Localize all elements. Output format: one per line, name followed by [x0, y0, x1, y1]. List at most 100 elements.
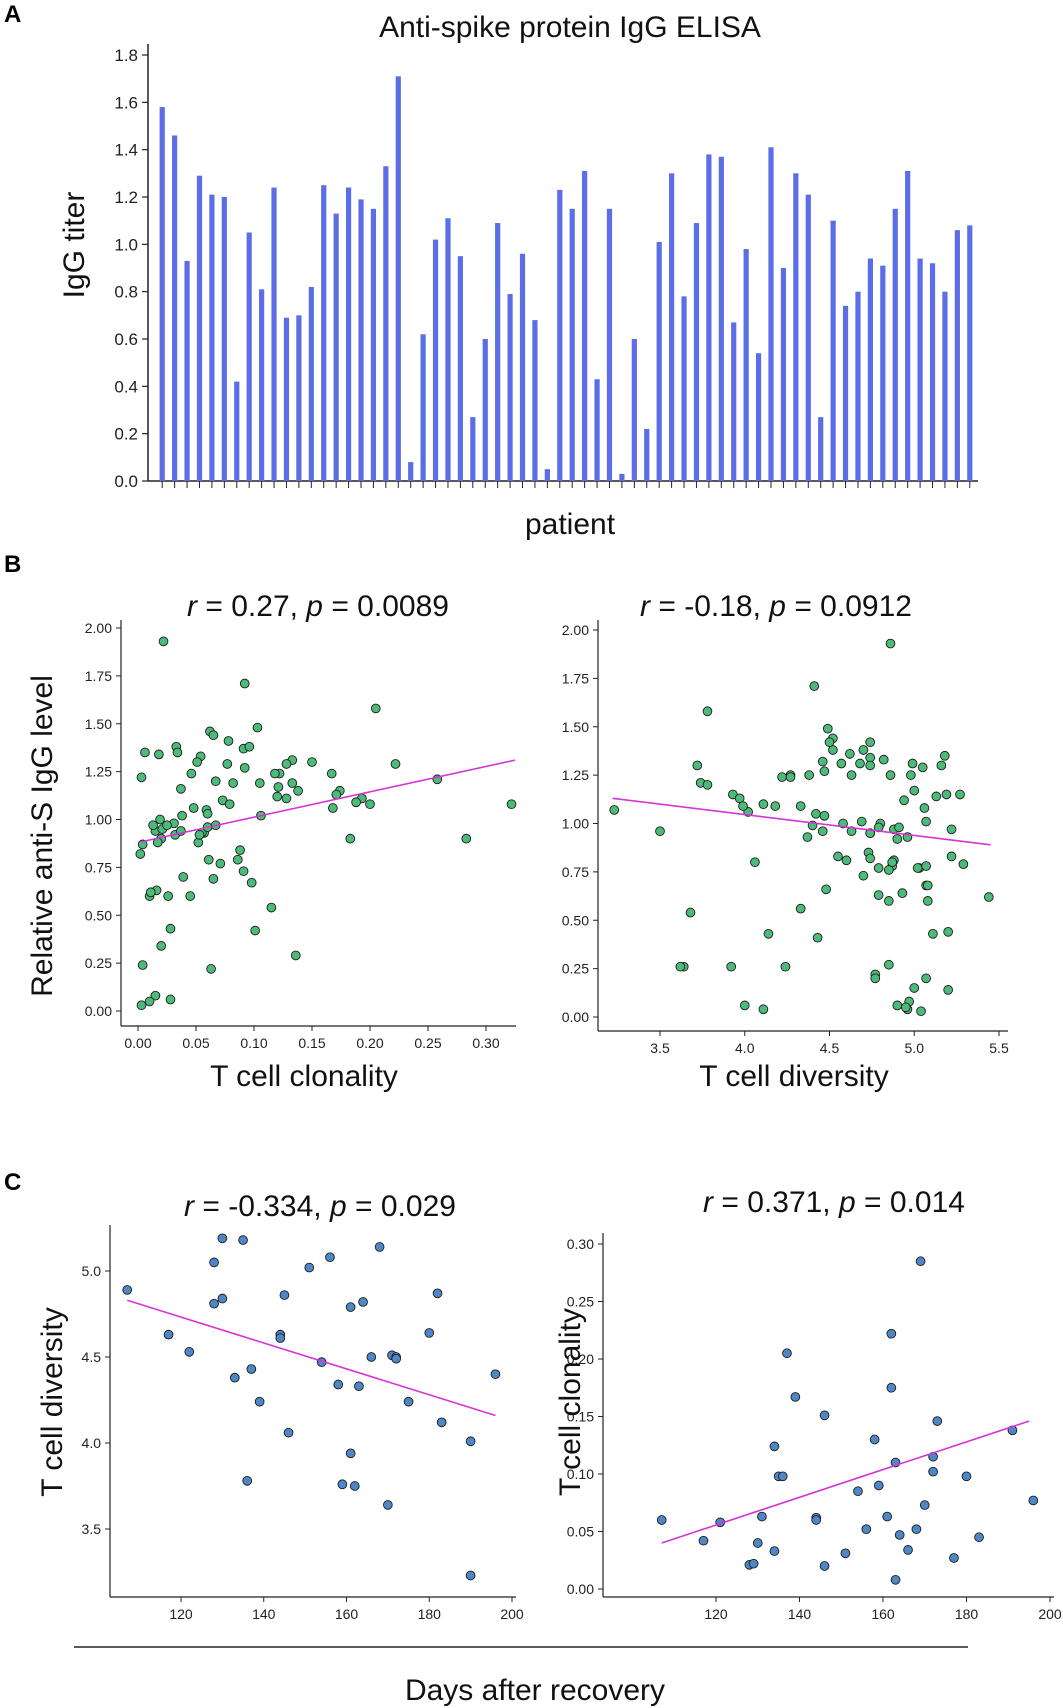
c2-point	[915, 1256, 926, 1267]
chart-a-bar	[569, 208, 575, 482]
b2-point	[899, 795, 909, 806]
b2-ytick-label: 1.00	[562, 816, 589, 832]
c2-point	[1028, 1495, 1039, 1506]
chart-a-bar	[296, 315, 302, 481]
chart-a-ylabel: IgG titer	[58, 192, 91, 299]
c1-point	[163, 1329, 174, 1340]
b2-ytick-label: 0.50	[562, 912, 589, 928]
c1-point	[374, 1242, 385, 1252]
b2-point	[885, 638, 896, 649]
chart-a-bar	[395, 76, 401, 482]
c2-point	[919, 1500, 930, 1510]
b2-point	[609, 805, 620, 815]
chart-a-bar	[706, 154, 712, 481]
b1-point	[224, 799, 235, 810]
c2-point	[886, 1328, 897, 1339]
b2-point	[983, 892, 994, 902]
c1-title-part: = 0.029	[347, 1190, 456, 1223]
c1-point	[325, 1252, 335, 1263]
b2-point	[819, 810, 830, 821]
b2-point	[916, 1006, 926, 1017]
b1-point	[351, 797, 361, 808]
b2-point	[822, 723, 833, 734]
c2-title-part: = 0.371,	[713, 1186, 839, 1219]
c1-point	[184, 1346, 195, 1357]
c1-ytick-label: 5.0	[82, 1263, 102, 1279]
chart-a-bar	[644, 428, 650, 481]
b1-point	[136, 772, 147, 783]
chart-a-ytick-label: 0.6	[114, 330, 138, 349]
b2-xlabel: T cell diversity	[699, 1060, 889, 1093]
b2-point	[770, 801, 781, 811]
b2-point	[883, 896, 894, 906]
b2-point	[858, 870, 869, 881]
c1-point	[424, 1328, 435, 1338]
b2-point	[702, 706, 713, 717]
chart-a-bar	[420, 334, 426, 481]
b1-point	[232, 854, 243, 865]
chart-a-bar	[867, 258, 873, 481]
chart-a-bar	[234, 381, 240, 481]
b1-point	[140, 747, 150, 758]
c2-title-part: r	[703, 1186, 714, 1219]
b1-title-part: = 0.27,	[197, 590, 306, 623]
b2-point	[780, 961, 791, 972]
c1-ytick-label: 3.5	[82, 1521, 102, 1537]
c1-point	[217, 1293, 228, 1304]
chart-a-bar	[532, 320, 538, 481]
c2-point	[757, 1511, 767, 1522]
c1-xtick-label: 160	[335, 1606, 359, 1622]
chart-a-bar	[743, 249, 749, 481]
chart-a-bar	[172, 135, 178, 481]
c1-point	[122, 1285, 133, 1295]
b2-point	[795, 801, 806, 811]
chart-a-bar	[432, 239, 439, 481]
b1-point	[165, 994, 176, 1005]
b1-point	[177, 810, 187, 821]
chart-a-bar	[457, 256, 463, 481]
b2-point	[675, 961, 686, 972]
c1-title: r = -0.334, p = 0.029	[184, 1190, 456, 1223]
b1-xlabel: T cell clonality	[210, 1060, 398, 1093]
c2-point	[840, 1548, 851, 1559]
b2-point	[738, 801, 748, 811]
b1-point	[137, 960, 148, 970]
c2-point	[961, 1471, 972, 1482]
b1-fit-line	[137, 759, 516, 844]
b2-point	[873, 890, 884, 900]
b2-point	[883, 959, 894, 970]
b1-point	[145, 887, 156, 898]
b2-point	[919, 803, 930, 813]
chart-a-bar	[482, 339, 488, 481]
b2-point	[802, 832, 813, 842]
b1-point	[239, 762, 250, 773]
chart-a-xlabel: patient	[525, 508, 616, 541]
b1-point	[165, 923, 176, 934]
chart-a-ytick-label: 1.8	[114, 46, 138, 65]
b2-point	[758, 1004, 769, 1015]
c1-title-part: r	[184, 1190, 195, 1223]
c1-point	[275, 1333, 286, 1343]
b1-point	[281, 759, 292, 769]
chart-a-bar	[842, 305, 849, 481]
chart-a-bar	[929, 263, 936, 481]
panel-label-c: C	[4, 1169, 21, 1196]
b2-point	[931, 791, 942, 802]
chart-a-bar	[358, 199, 364, 481]
b1-point	[163, 891, 174, 901]
b2-point	[887, 857, 898, 868]
c2-xtick-label: 160	[871, 1606, 895, 1622]
chart-a-bar	[333, 213, 339, 482]
c1-point	[366, 1352, 377, 1362]
b1-point	[293, 785, 303, 796]
b2-point	[836, 758, 847, 769]
chart-a-bar	[917, 258, 923, 481]
c2-point	[782, 1348, 792, 1359]
b2-xtick-label: 5.5	[989, 1040, 1009, 1056]
b1-point	[155, 814, 165, 825]
c2-point	[656, 1515, 667, 1525]
chart-a-bar	[793, 173, 799, 482]
b1-point	[135, 849, 146, 859]
c1-point	[403, 1396, 414, 1407]
